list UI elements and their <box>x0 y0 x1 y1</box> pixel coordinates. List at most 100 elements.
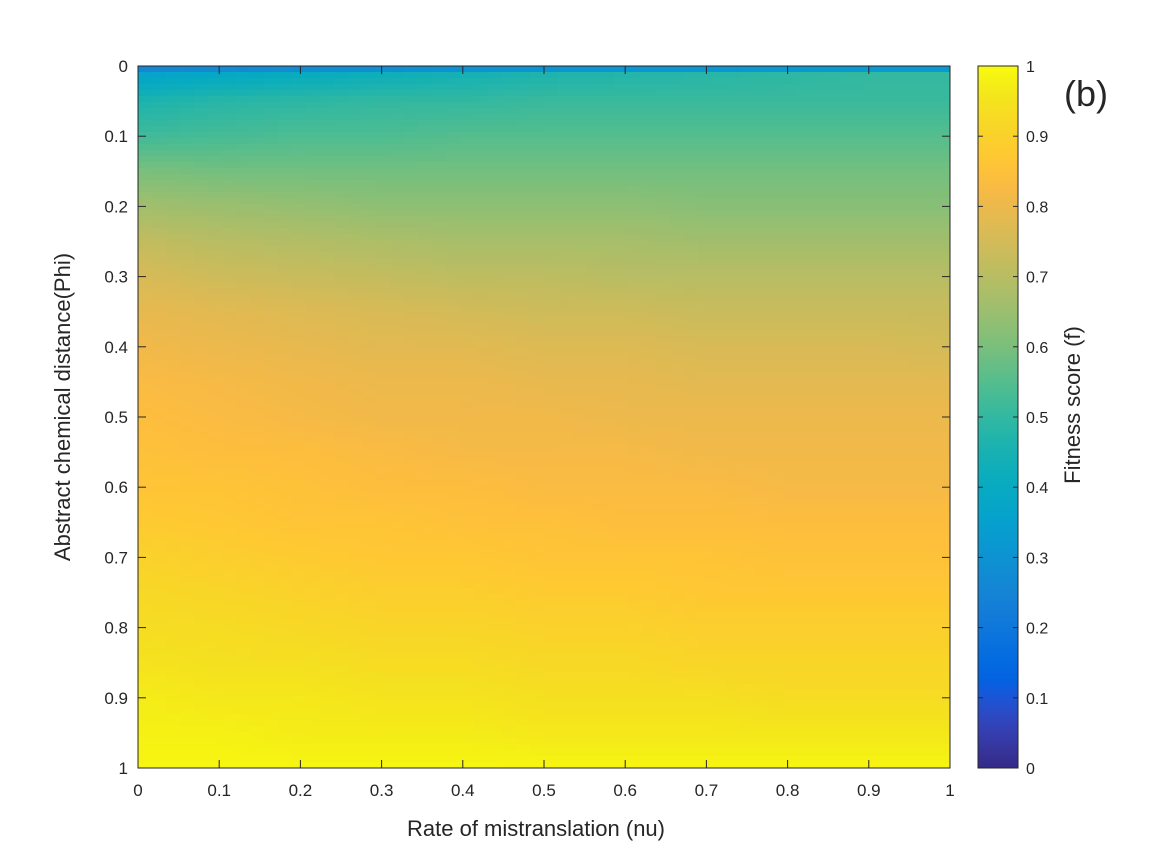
heatmap-cell <box>768 258 783 265</box>
heatmap-cell <box>418 516 433 523</box>
heatmap-cell <box>362 372 377 379</box>
heatmap-cell <box>838 432 853 439</box>
heatmap-cell <box>362 390 377 397</box>
heatmap-cell <box>376 372 391 379</box>
heatmap-cell <box>684 222 699 229</box>
heatmap-cell <box>838 138 853 145</box>
heatmap-cell <box>488 348 503 355</box>
heatmap-cell <box>474 510 489 517</box>
heatmap-cell <box>404 498 419 505</box>
heatmap-cell <box>222 516 237 523</box>
heatmap-cell <box>880 552 895 559</box>
heatmap-cell <box>670 72 685 79</box>
heatmap-cell <box>642 516 657 523</box>
heatmap-cell <box>642 330 657 337</box>
heatmap-cell <box>278 126 293 133</box>
heatmap-cell <box>306 108 321 115</box>
heatmap-cell <box>194 516 209 523</box>
heatmap-cell <box>264 300 279 307</box>
heatmap-cell <box>152 234 167 241</box>
heatmap-cell <box>446 78 461 85</box>
heatmap-cell <box>348 132 363 139</box>
heatmap-cell <box>222 312 237 319</box>
heatmap-cell <box>306 132 321 139</box>
heatmap-cell <box>236 402 251 409</box>
heatmap-cell <box>586 354 601 361</box>
heatmap-cell <box>810 360 825 367</box>
heatmap-cell <box>362 228 377 235</box>
heatmap-cell <box>334 342 349 349</box>
heatmap-cell <box>348 150 363 157</box>
heatmap-cell <box>376 306 391 313</box>
heatmap-cell <box>264 174 279 181</box>
heatmap-cell <box>600 468 615 475</box>
heatmap-cell <box>250 384 265 391</box>
heatmap-cell <box>740 486 755 493</box>
heatmap-cell <box>348 180 363 187</box>
heatmap-cell <box>768 564 783 571</box>
heatmap-cell <box>362 72 377 79</box>
heatmap-cell <box>740 330 755 337</box>
heatmap-cell <box>558 120 573 127</box>
heatmap-cell <box>684 174 699 181</box>
heatmap-cell <box>586 198 601 205</box>
heatmap-cell <box>922 90 937 97</box>
heatmap-cell <box>628 330 643 337</box>
heatmap-cell <box>390 366 405 373</box>
heatmap-cell <box>390 450 405 457</box>
heatmap-cell <box>866 354 881 361</box>
heatmap-cell <box>698 180 713 187</box>
heatmap-cell <box>824 378 839 385</box>
heatmap-cell <box>152 576 167 583</box>
heatmap-cell <box>684 480 699 487</box>
heatmap-cell <box>334 252 349 259</box>
heatmap-cell <box>474 252 489 259</box>
heatmap-cell <box>740 126 755 133</box>
heatmap-cell <box>488 168 503 175</box>
heatmap-cell <box>656 492 671 499</box>
heatmap-cell <box>544 270 559 277</box>
heatmap-cell <box>838 186 853 193</box>
heatmap-cell <box>726 402 741 409</box>
heatmap-cell <box>530 384 545 391</box>
heatmap-cell <box>432 366 447 373</box>
heatmap-cell <box>446 90 461 97</box>
heatmap-cell <box>348 114 363 121</box>
heatmap-cell <box>502 114 517 121</box>
heatmap-cell <box>236 258 251 265</box>
heatmap-cell <box>614 420 629 427</box>
heatmap-cell <box>922 360 937 367</box>
heatmap-cell <box>376 558 391 565</box>
heatmap-cell <box>768 426 783 433</box>
heatmap-cell <box>712 522 727 529</box>
heatmap-cell <box>474 102 489 109</box>
heatmap-cell <box>432 66 447 73</box>
heatmap-cell <box>712 78 727 85</box>
heatmap-cell <box>222 468 237 475</box>
heatmap-cell <box>866 276 881 283</box>
heatmap-cell <box>278 156 293 163</box>
heatmap-cell <box>278 72 293 79</box>
heatmap-cell <box>908 468 923 475</box>
heatmap-cell <box>418 90 433 97</box>
heatmap-cell <box>446 432 461 439</box>
heatmap-cell <box>222 84 237 91</box>
heatmap-cell <box>348 156 363 163</box>
heatmap-cell <box>586 576 601 583</box>
heatmap-cell <box>362 510 377 517</box>
heatmap-cell <box>782 558 797 565</box>
heatmap-cell <box>670 450 685 457</box>
heatmap-cell <box>684 570 699 577</box>
heatmap-cell <box>670 426 685 433</box>
heatmap-cell <box>194 474 209 481</box>
heatmap-cell <box>180 150 195 157</box>
heatmap-cell <box>754 444 769 451</box>
heatmap-cell <box>250 276 265 283</box>
heatmap-cell <box>670 270 685 277</box>
heatmap-cell <box>488 396 503 403</box>
heatmap-cell <box>628 558 643 565</box>
heatmap-cell <box>754 324 769 331</box>
heatmap-cell <box>418 420 433 427</box>
heatmap-cell <box>530 204 545 211</box>
heatmap-cell <box>726 552 741 559</box>
